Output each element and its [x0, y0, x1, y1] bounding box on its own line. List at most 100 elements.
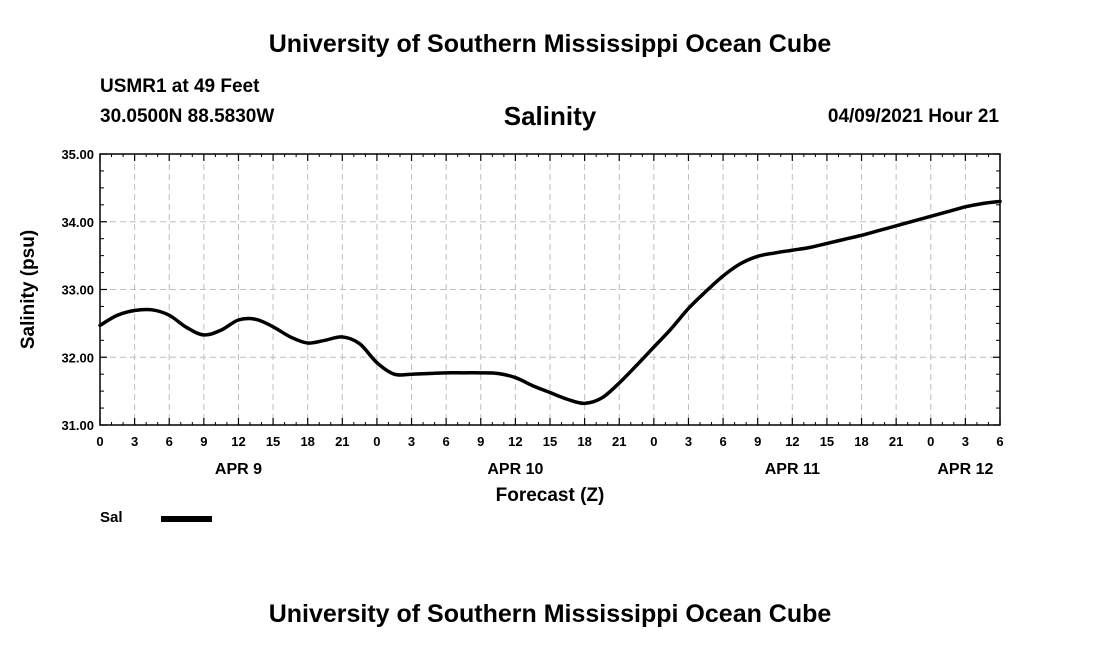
x-tick-label: 3 — [408, 434, 415, 449]
data-point — [254, 318, 257, 321]
x-tick-label: 18 — [577, 434, 591, 449]
x-tick-label: 12 — [785, 434, 799, 449]
data-point — [341, 335, 344, 338]
data-point — [220, 329, 223, 332]
data-point — [843, 238, 846, 241]
data-point — [133, 309, 136, 312]
data-point — [722, 274, 725, 277]
data-point — [116, 314, 119, 317]
x-tick-label: 3 — [131, 434, 138, 449]
legend-label: Sal — [100, 509, 123, 526]
data-point — [670, 327, 673, 330]
data-point — [272, 325, 275, 328]
data-point — [825, 242, 828, 245]
data-point — [479, 371, 482, 374]
x-tick-label: 0 — [927, 434, 934, 449]
data-point — [808, 246, 811, 249]
data-point — [583, 402, 586, 405]
data-point — [618, 381, 621, 384]
x-tick-label: 12 — [508, 434, 522, 449]
x-tick-label: 3 — [962, 434, 969, 449]
x-tick-label: 21 — [335, 434, 349, 449]
data-point — [358, 342, 361, 345]
data-point — [600, 396, 603, 399]
data-point — [497, 372, 500, 375]
data-point — [549, 391, 552, 394]
data-point — [981, 202, 984, 205]
x-tick-label: 0 — [373, 434, 380, 449]
y-tick-label: 33.00 — [61, 283, 94, 298]
data-point — [168, 314, 171, 317]
x-tick-label: 6 — [166, 434, 173, 449]
data-point — [964, 205, 967, 208]
data-point — [739, 262, 742, 265]
data-point — [514, 376, 517, 379]
date-label: APR 10 — [487, 461, 543, 478]
x-tick-label: 9 — [754, 434, 761, 449]
date-label: APR 11 — [765, 461, 820, 478]
data-point — [999, 200, 1002, 203]
y-tick-label: 31.00 — [61, 418, 94, 433]
data-point — [531, 384, 534, 387]
data-point — [202, 333, 205, 336]
data-point — [150, 308, 153, 311]
date-label: APR 12 — [937, 461, 993, 478]
date-label: APR 9 — [215, 461, 262, 478]
data-point — [929, 215, 932, 218]
x-axis-title: Forecast (Z) — [496, 485, 605, 506]
data-point — [375, 361, 378, 364]
x-tick-label: 21 — [612, 434, 626, 449]
data-point — [895, 224, 898, 227]
data-point — [410, 373, 413, 376]
data-point — [306, 342, 309, 345]
x-tick-label: 12 — [231, 434, 245, 449]
y-tick-label: 32.00 — [61, 350, 94, 365]
data-point — [566, 398, 569, 401]
data-point — [289, 335, 292, 338]
data-point — [324, 339, 327, 342]
x-tick-label: 6 — [719, 434, 726, 449]
data-point — [687, 307, 690, 310]
station-label: USMR1 at 49 Feet — [100, 76, 260, 97]
forecast-datetime: 04/09/2021 Hour 21 — [827, 106, 999, 127]
data-point — [635, 364, 638, 367]
data-point — [427, 372, 430, 375]
station-coordinates: 30.0500N 88.5830W — [100, 106, 275, 127]
data-point — [445, 371, 448, 374]
legend-line-swatch — [161, 516, 212, 522]
y-tick-label: 34.00 — [61, 215, 94, 230]
series-line-sal — [98, 199, 1002, 406]
footer-title: University of Southern Mississippi Ocean… — [268, 600, 832, 628]
data-point — [947, 210, 950, 213]
data-point — [877, 229, 880, 232]
y-axis-title: Salinity (psu) — [18, 230, 39, 349]
chart-title: Salinity — [503, 101, 597, 131]
x-tick-label: 9 — [477, 434, 484, 449]
data-point — [185, 326, 188, 329]
data-point — [462, 371, 465, 374]
x-tick-label: 0 — [650, 434, 657, 449]
x-tick-label: 18 — [300, 434, 314, 449]
data-point — [791, 249, 794, 252]
x-tick-label: 21 — [889, 434, 903, 449]
x-tick-label: 3 — [685, 434, 692, 449]
data-point — [652, 346, 655, 349]
data-point — [860, 234, 863, 237]
data-point — [774, 251, 777, 254]
data-point — [237, 318, 240, 321]
x-tick-label: 6 — [443, 434, 450, 449]
data-point — [756, 255, 759, 258]
data-point — [99, 324, 102, 327]
x-tick-label: 15 — [266, 434, 280, 449]
x-tick-label: 9 — [200, 434, 207, 449]
x-tick-label: 15 — [543, 434, 557, 449]
x-tick-label: 0 — [96, 434, 103, 449]
x-tick-label: 18 — [854, 434, 868, 449]
x-tick-label: 6 — [996, 434, 1003, 449]
main-title: University of Southern Mississippi Ocean… — [268, 30, 832, 58]
data-point — [912, 220, 915, 223]
data-point — [704, 290, 707, 293]
data-point — [393, 373, 396, 376]
y-tick-label: 35.00 — [61, 147, 94, 162]
